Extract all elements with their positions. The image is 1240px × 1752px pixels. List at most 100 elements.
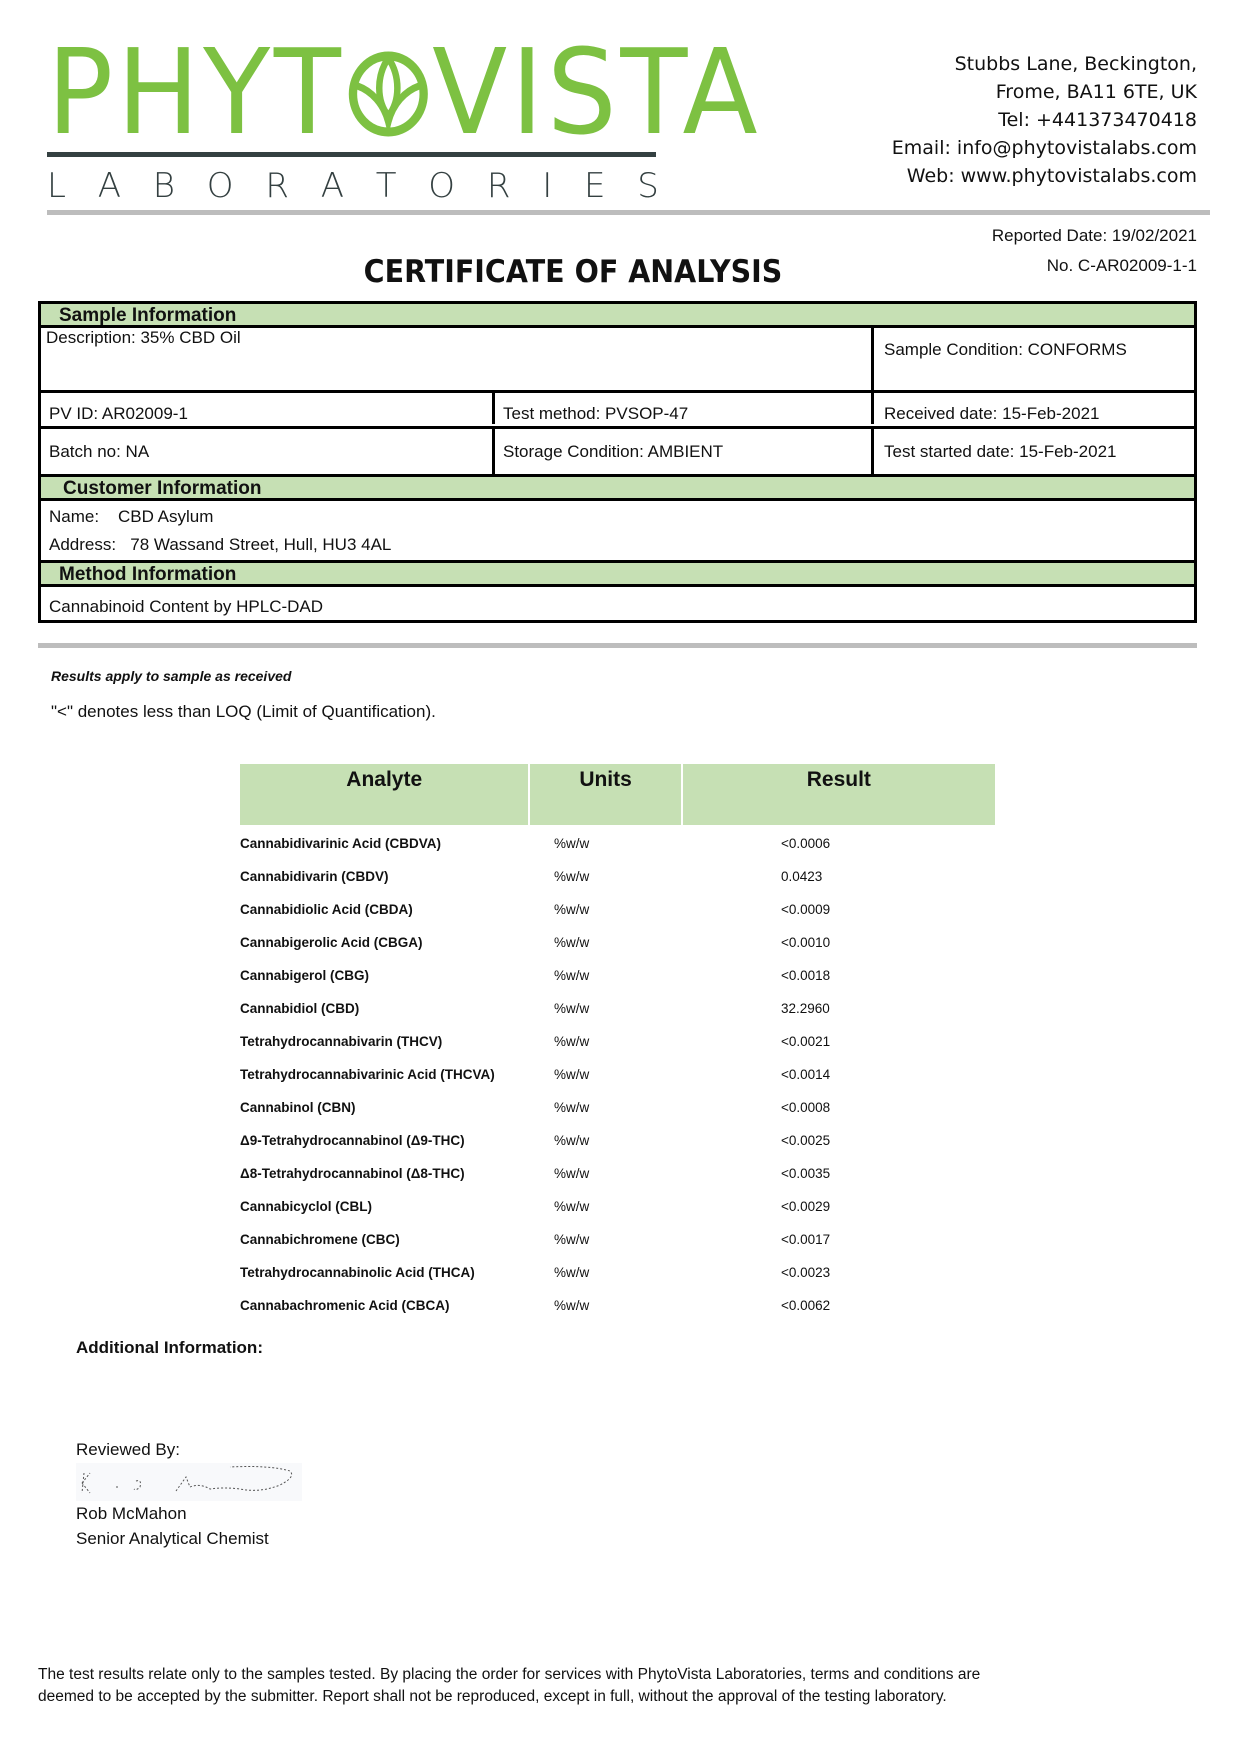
sample-condition: Sample Condition: CONFORMS	[871, 328, 1194, 390]
analyte-cell: Cannabidivarinic Acid (CBDVA)	[240, 836, 442, 851]
sample-info-header: Sample Information	[41, 304, 1194, 328]
logo-text-left: PHYT	[47, 23, 345, 161]
result-cell: <0.0006	[781, 836, 831, 851]
units-cell: %w/w	[554, 1100, 590, 1115]
pv-id: PV ID: AR02009-1	[49, 404, 188, 423]
logo-letter: S	[637, 166, 659, 206]
units-cell: %w/w	[554, 869, 590, 884]
result-row: Cannabichromene (CBC) %w/w <0.0017	[240, 1223, 995, 1256]
result-cell: <0.0017	[781, 1232, 831, 1247]
result-row: Tetrahydrocannabinolic Acid (THCA) %w/w <0…	[240, 1256, 995, 1289]
customer-address-value: 78 Wassand Street, Hull, HU3 4AL	[130, 535, 392, 554]
units-cell: %w/w	[554, 1034, 590, 1049]
logo-letter: R	[265, 166, 289, 206]
result-row: Cannabigerol (CBG) %w/w <0.0018	[240, 959, 995, 992]
logo-letter: L	[47, 166, 66, 206]
contact-line: Tel: +441373470418	[998, 109, 1197, 131]
analyte-cell: Tetrahydrocannabivarinic Acid (THCVA)	[240, 1067, 495, 1082]
result-row: Δ9-Tetrahydrocannabinol (Δ9-THC) %w/w <0.0…	[240, 1124, 995, 1157]
result-cell: 0.0423	[781, 869, 823, 884]
customer-name: Name: CBD Asylum	[49, 503, 1194, 531]
result-row: Cannabicyclol (CBL) %w/w <0.0029	[240, 1190, 995, 1223]
logo-letter: E	[584, 166, 606, 206]
result-cell: <0.0009	[781, 902, 831, 917]
result-row: Cannabachromenic Acid (CBCA) %w/w <0.0062	[240, 1289, 995, 1322]
result-row: Cannabidivarin (CBDV) %w/w 0.0423	[240, 860, 995, 893]
analyte-cell: Cannabigerol (CBG)	[240, 968, 370, 983]
units-cell: %w/w	[554, 935, 590, 950]
analyte-cell: Cannabachromenic Acid (CBCA)	[240, 1298, 450, 1313]
loq-note: "<" denotes less than LOQ (Limit of Quan…	[51, 702, 436, 721]
result-row: Cannabinol (CBN) %w/w <0.0008	[240, 1091, 995, 1124]
result-cell: <0.0029	[781, 1199, 831, 1214]
analyte-cell: Cannabidiol (CBD)	[240, 1001, 360, 1016]
logo-letter: A	[320, 166, 344, 206]
contact-line: Web: www.phytovistalabs.com	[906, 165, 1197, 187]
customer-info-header: Customer Information	[41, 477, 1194, 501]
analyte-cell: Δ9-Tetrahydrocannabinol (Δ9-THC)	[240, 1133, 465, 1148]
footer-line-2: deemed to be accepted by the submitter. …	[38, 1688, 947, 1705]
units-cell: %w/w	[554, 968, 590, 983]
description: Description: 35% CBD Oil	[46, 328, 241, 347]
units-cell: %w/w	[554, 902, 590, 917]
result-row: Cannabidivarinic Acid (CBDVA) %w/w <0.0006	[240, 827, 995, 860]
units-cell: %w/w	[554, 1067, 590, 1082]
units-cell: %w/w	[554, 1166, 590, 1181]
result-cell: <0.0010	[781, 935, 831, 950]
logo-letter: R	[486, 166, 511, 206]
customer-address: Address: 78 Wassand Street, Hull, HU3 4A…	[49, 531, 1194, 559]
logo-letter: O	[206, 166, 234, 206]
analyte-cell: Cannabicyclol (CBL)	[240, 1199, 373, 1214]
batch-no: Batch no: NA	[49, 442, 150, 461]
analyte-cell: Cannabichromene (CBC)	[240, 1232, 400, 1247]
result-row: Cannabidiol (CBD) %w/w 32.2960	[240, 992, 995, 1025]
analyte-cell: Cannabidivarin (CBDV)	[240, 869, 389, 884]
logo-letter: A	[97, 166, 121, 206]
analyte-cell: Δ8-Tetrahydrocannabinol (Δ8-THC)	[240, 1166, 465, 1181]
reviewer-role: Senior Analytical Chemist	[76, 1529, 269, 1548]
logo-letter: T	[375, 166, 397, 206]
results-table: Analyte Units Result Cannabidivarinic Ac…	[240, 764, 996, 1322]
analyte-cell: Tetrahydrocannabivarin (THCV)	[240, 1034, 443, 1049]
logo-wordmark: PHYT VISTA	[47, 23, 762, 161]
logo-letter: O	[428, 166, 456, 206]
header-analyte: Analyte	[240, 764, 529, 825]
leaf-logo-icon	[348, 51, 428, 137]
address-label: Address:	[49, 535, 117, 554]
analyte-cell: Cannabidiolic Acid (CBDA)	[240, 902, 413, 917]
header-divider	[47, 210, 1210, 215]
logo-text-right: VISTA	[432, 23, 762, 161]
units-cell: %w/w	[554, 1265, 590, 1280]
signature-image	[76, 1463, 302, 1501]
units-cell: %w/w	[554, 1133, 590, 1148]
sample-information-table: Sample Information Description: 35% CBD …	[38, 301, 1197, 623]
units-cell: %w/w	[554, 836, 590, 851]
result-row: Tetrahydrocannabivarin (THCV) %w/w <0.0021	[240, 1025, 995, 1058]
method-info-header: Method Information	[41, 563, 1194, 587]
storage-condition: Storage Condition: AMBIENT	[492, 429, 871, 474]
section-divider	[38, 643, 1197, 648]
footer-line-1: The test results relate only to the samp…	[38, 1666, 981, 1683]
units-cell: %w/w	[554, 1001, 590, 1016]
analyte-cell: Cannabigerolic Acid (CBGA)	[240, 935, 423, 950]
method-value: Cannabinoid Content by HPLC-DAD	[41, 587, 1194, 623]
result-row: Cannabidiolic Acid (CBDA) %w/w <0.0009	[240, 893, 995, 926]
result-cell: <0.0021	[781, 1034, 831, 1049]
units-cell: %w/w	[554, 1199, 590, 1214]
logo-divider	[47, 152, 656, 157]
results-header-row: Analyte Units Result	[240, 764, 996, 825]
header-units: Units	[530, 764, 681, 825]
contact-line: Frome, BA11 6TE, UK	[995, 81, 1197, 103]
result-row: Tetrahydrocannabivarinic Acid (THCVA) %w/…	[240, 1058, 995, 1091]
contact-block: Stubbs Lane, Beckington, Frome, BA11 6TE,…	[892, 50, 1197, 190]
result-cell: <0.0025	[781, 1133, 831, 1148]
units-cell: %w/w	[554, 1298, 590, 1313]
reported-date: Reported Date: 19/02/2021	[991, 226, 1197, 245]
test-started-date: Test started date: 15-Feb-2021	[871, 429, 1194, 474]
result-cell: <0.0014	[781, 1067, 831, 1082]
result-row: Cannabigerolic Acid (CBGA) %w/w <0.0010	[240, 926, 995, 959]
contact-line: Stubbs Lane, Beckington,	[954, 53, 1197, 75]
customer-name-value: CBD Asylum	[117, 507, 214, 526]
name-label: Name:	[49, 507, 100, 526]
